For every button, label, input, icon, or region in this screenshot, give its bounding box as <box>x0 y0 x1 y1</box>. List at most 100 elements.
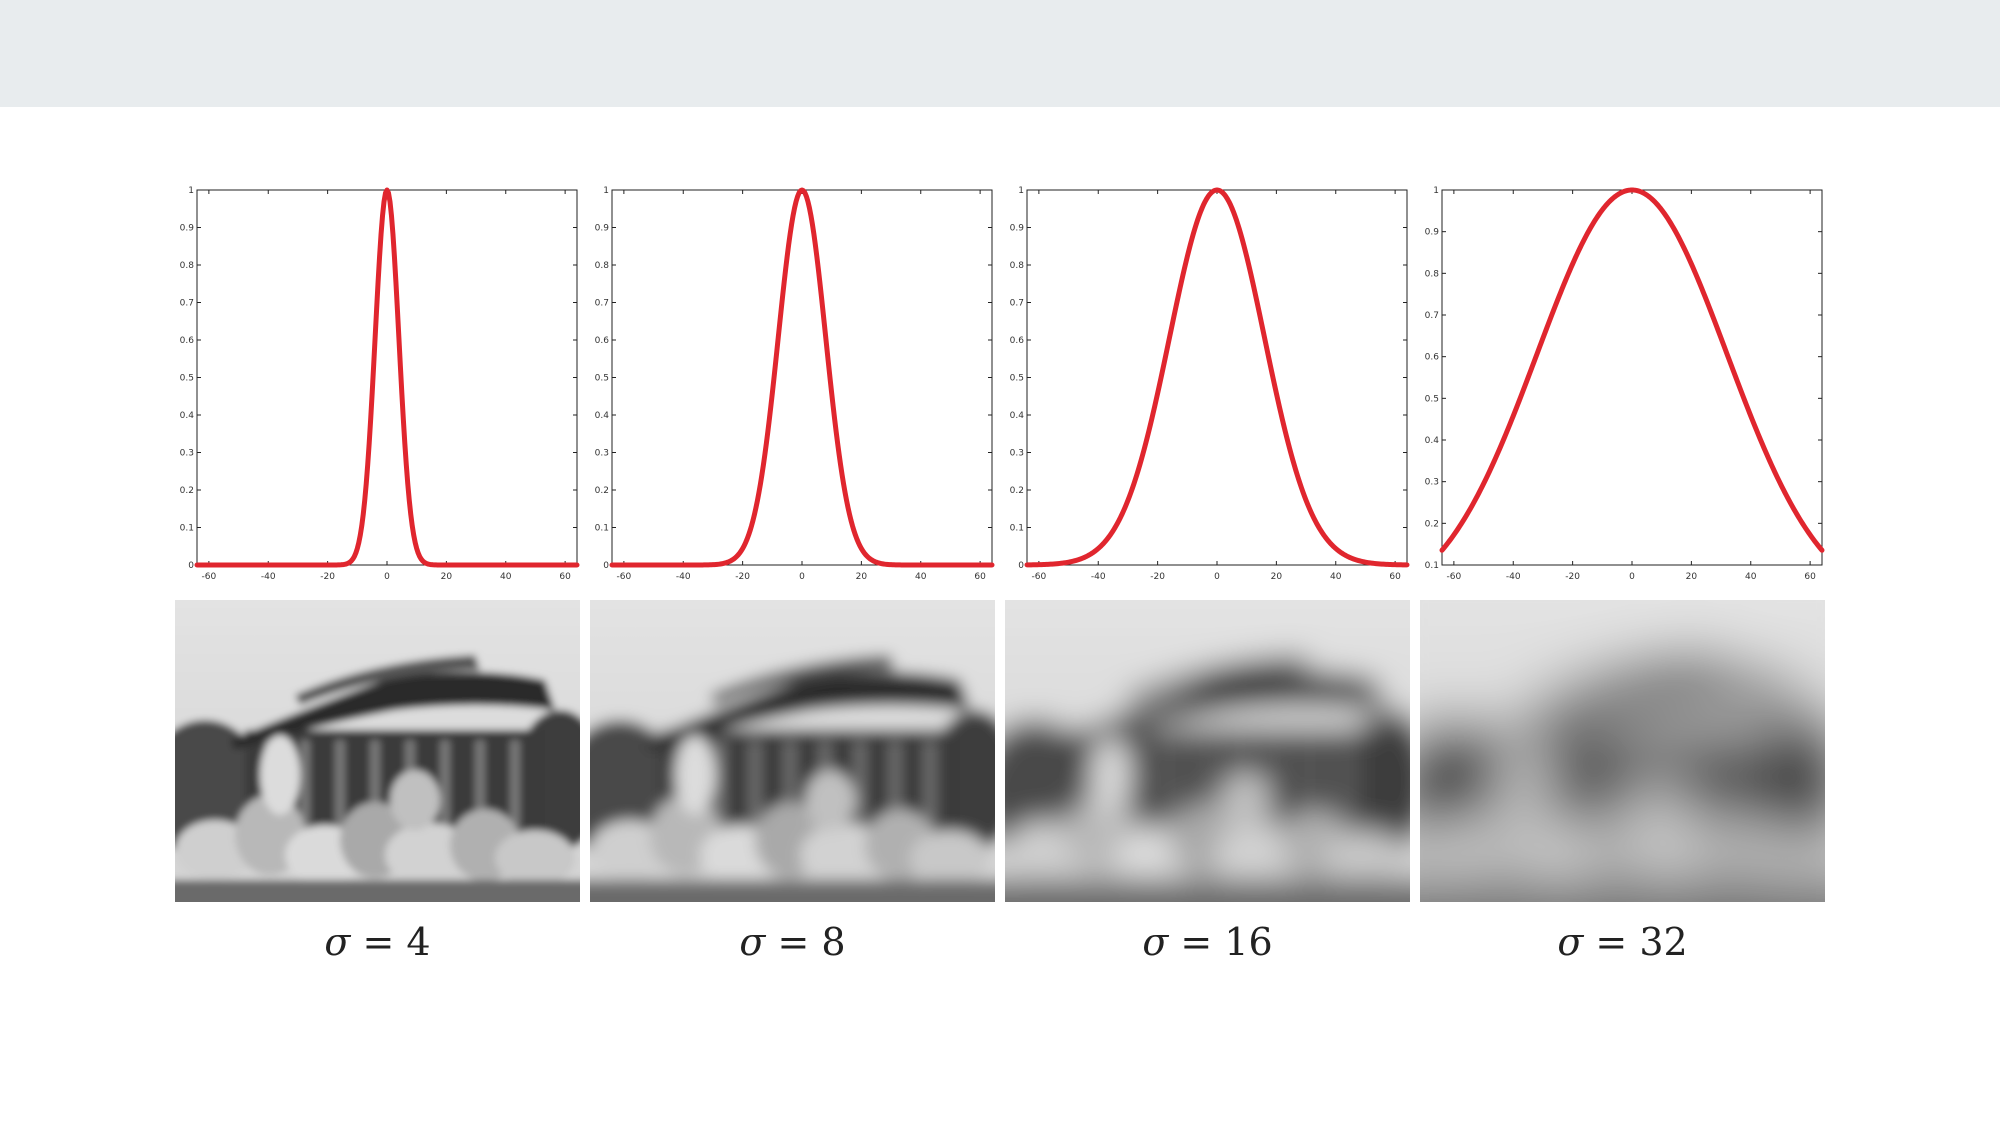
column <box>1720 740 1730 830</box>
column <box>785 740 795 830</box>
y-tick-label: 0.8 <box>180 261 195 271</box>
column <box>300 740 310 830</box>
plot-frame <box>1026 189 1408 566</box>
scene-group <box>175 600 580 902</box>
x-tick-label: -60 <box>1032 572 1047 582</box>
column <box>475 740 485 830</box>
sigma-caption: σ = 16 <box>1005 920 1410 964</box>
y-tick-label: 0.6 <box>1010 336 1025 346</box>
y-tick-label: 0 <box>603 561 609 571</box>
sigma-caption: σ = 32 <box>1420 920 1825 964</box>
x-tick-label: 0 <box>799 572 805 582</box>
top-bar <box>0 0 2000 107</box>
roof <box>1060 671 1385 750</box>
y-tick-label: 0.5 <box>1010 374 1024 384</box>
gaussian-plot: 0 0.1 0.2 0.3 0.4 0.5 0.6 0.7 0.8 0.9 1 -60 -40 -20 0 2… <box>180 186 580 582</box>
blurred-photo <box>1420 600 1825 902</box>
sigma-caption: σ = 8 <box>590 920 995 964</box>
x-tick-label: 20 <box>1271 572 1283 582</box>
y-tick-label: 0.4 <box>595 411 610 421</box>
y-tick-label: 0.6 <box>180 336 195 346</box>
x-tick-label: 60 <box>974 572 986 582</box>
ground <box>590 880 995 902</box>
x-tick-label: -60 <box>202 572 217 582</box>
y-tick-label: 0.6 <box>1425 353 1440 363</box>
gaussian-curve <box>609 187 995 568</box>
x-tick-label: -60 <box>617 572 632 582</box>
x-tick-label: 40 <box>1745 572 1757 582</box>
rock <box>805 770 855 830</box>
gaussian-curve <box>1439 187 1825 553</box>
column <box>1270 740 1280 830</box>
blurred-photo <box>590 600 995 902</box>
sigma-equals: = <box>777 920 810 964</box>
y-tick-label: 1 <box>1433 186 1439 196</box>
column <box>440 740 450 830</box>
rock <box>910 830 990 886</box>
column <box>1755 740 1765 830</box>
y-tick-label: 0.1 <box>180 524 194 534</box>
rock <box>495 830 575 886</box>
x-tick-label: -60 <box>1447 572 1462 582</box>
y-tick-label: 0.9 <box>180 224 195 234</box>
panel-sigma-32: 0.1 0.2 0.3 0.4 0.5 0.6 0.7 0.8 0.9 1 -60 -40 -20 0 20… <box>1420 180 1825 980</box>
y-tick-label: 0.2 <box>1425 519 1439 529</box>
photo-scene <box>1420 600 1825 902</box>
scene-group <box>1420 600 1825 902</box>
sigma-value: 4 <box>406 920 431 964</box>
column <box>890 740 900 830</box>
x-tick-label: 60 <box>1804 572 1816 582</box>
y-tick-label: 0.2 <box>180 486 194 496</box>
y-tick-label: 0.2 <box>1010 486 1024 496</box>
x-tick-label: 20 <box>441 572 453 582</box>
x-tick-label: 0 <box>1214 572 1220 582</box>
sigma-value: 32 <box>1639 920 1688 964</box>
rock <box>260 735 300 815</box>
column <box>925 740 935 830</box>
y-tick-label: 0.8 <box>1010 261 1025 271</box>
scene-group <box>1005 600 1410 902</box>
column <box>1165 740 1175 830</box>
x-tick-label: 20 <box>856 572 868 582</box>
x-tick-label: -40 <box>261 572 276 582</box>
column <box>335 740 345 830</box>
column <box>1340 740 1350 830</box>
x-tick-label: 60 <box>559 572 571 582</box>
x-tick-label: 0 <box>1629 572 1635 582</box>
y-tick-label: 1 <box>603 186 609 196</box>
ground <box>1420 880 1825 902</box>
sigma-equals: = <box>1180 920 1213 964</box>
photo-scene <box>1005 600 1410 902</box>
y-tick-label: 0.9 <box>595 224 610 234</box>
column <box>1615 740 1625 830</box>
column <box>1545 740 1555 830</box>
y-tick-label: 0.3 <box>180 449 194 459</box>
x-tick-label: -40 <box>1506 572 1521 582</box>
rock <box>1505 735 1545 815</box>
gaussian-curve <box>1024 187 1410 568</box>
roof-top <box>1125 655 1310 705</box>
sigma-symbol: σ <box>739 920 766 964</box>
rock <box>390 770 440 830</box>
y-tick-label: 0.5 <box>180 374 194 384</box>
ground <box>175 880 580 902</box>
y-tick-label: 0.1 <box>595 524 609 534</box>
y-tick-label: 0.4 <box>180 411 195 421</box>
y-tick-label: 0.6 <box>595 336 610 346</box>
y-tick-label: 0.8 <box>1425 269 1440 279</box>
sigma-equals: = <box>362 920 395 964</box>
column <box>1305 740 1315 830</box>
x-tick-label: -20 <box>1565 572 1580 582</box>
y-tick-label: 0.1 <box>1425 561 1439 571</box>
column <box>855 740 865 830</box>
y-tick-label: 0.7 <box>1010 299 1024 309</box>
rock <box>675 735 715 815</box>
plot-frame <box>196 189 578 566</box>
gaussian-plot: 0.1 0.2 0.3 0.4 0.5 0.6 0.7 0.8 0.9 1 -60 -40 -20 0 20… <box>1425 186 1825 582</box>
rock <box>1090 735 1130 815</box>
column <box>510 740 520 830</box>
y-tick-label: 0.9 <box>1010 224 1025 234</box>
rock <box>1220 770 1270 830</box>
panel-sigma-16: 0 0.1 0.2 0.3 0.4 0.5 0.6 0.7 0.8 0.9 1 -60 -40 -20 0 2… <box>1005 180 1410 980</box>
x-tick-label: -20 <box>735 572 750 582</box>
